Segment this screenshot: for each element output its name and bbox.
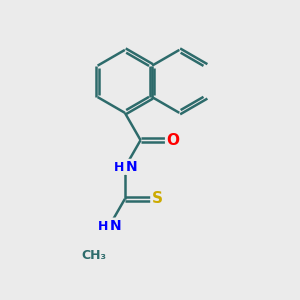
- Text: N: N: [110, 219, 122, 233]
- Text: O: O: [166, 133, 179, 148]
- Text: S: S: [152, 191, 162, 206]
- Text: H: H: [114, 161, 124, 174]
- Text: N: N: [126, 160, 138, 174]
- Text: H: H: [98, 220, 109, 233]
- Text: CH₃: CH₃: [82, 249, 106, 262]
